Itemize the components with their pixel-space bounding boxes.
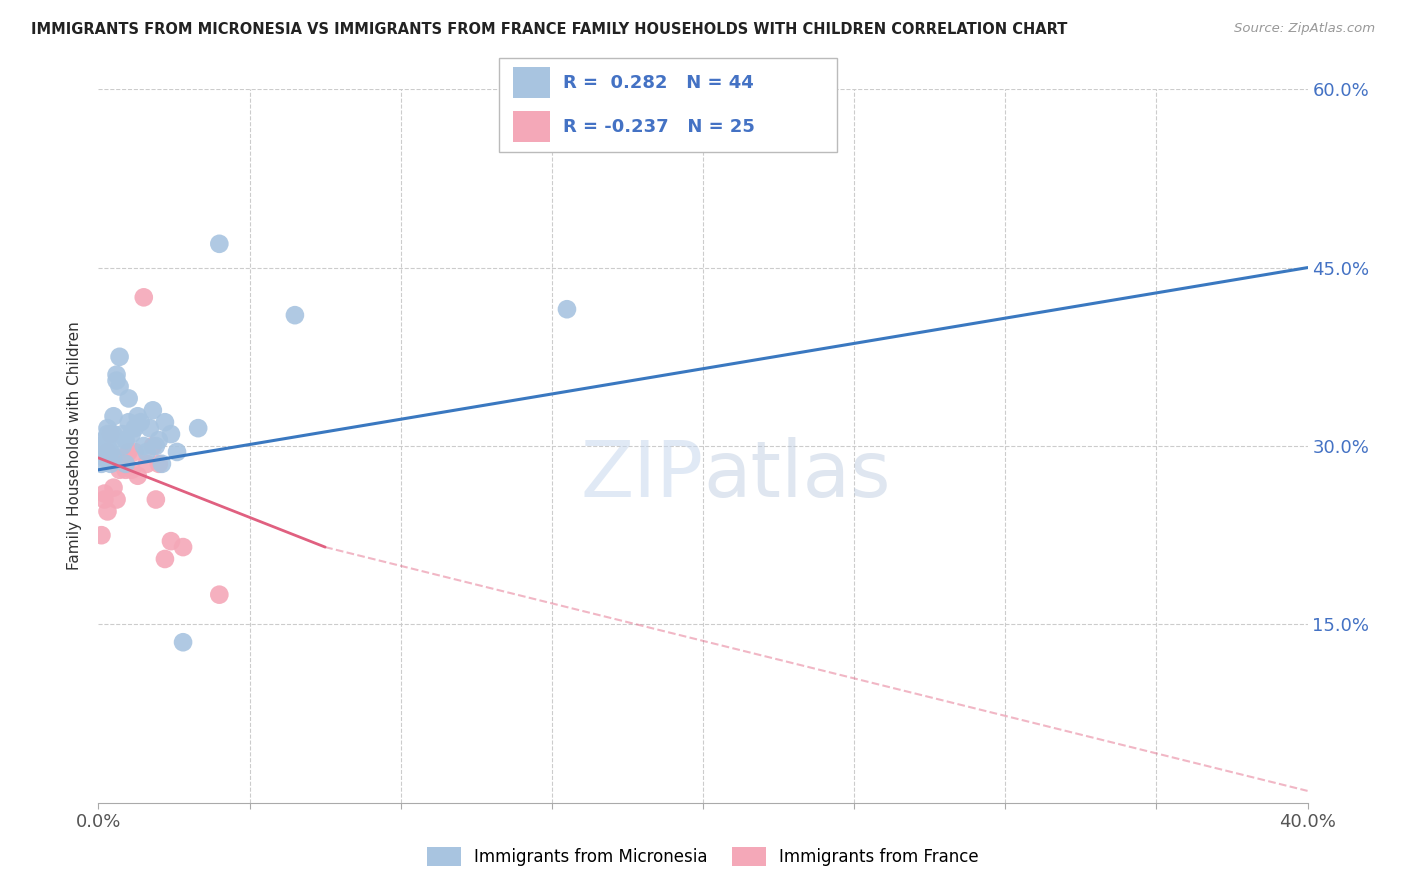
Point	[121, 463, 143, 477]
Point	[103, 409, 125, 424]
Point	[96, 445, 118, 459]
Text: R =  0.282   N = 44: R = 0.282 N = 44	[564, 74, 754, 92]
Point	[555, 302, 578, 317]
Point	[166, 445, 188, 459]
Point	[93, 450, 115, 465]
Point	[160, 427, 183, 442]
Text: Source: ZipAtlas.com: Source: ZipAtlas.com	[1234, 22, 1375, 36]
Point	[111, 439, 134, 453]
Point	[145, 439, 167, 453]
FancyBboxPatch shape	[499, 58, 837, 152]
Point	[153, 415, 176, 429]
Point	[96, 421, 118, 435]
Text: ZIP: ZIP	[581, 436, 703, 513]
Point	[172, 635, 194, 649]
Text: IMMIGRANTS FROM MICRONESIA VS IMMIGRANTS FROM FRANCE FAMILY HOUSEHOLDS WITH CHIL: IMMIGRANTS FROM MICRONESIA VS IMMIGRANTS…	[31, 22, 1067, 37]
Point	[118, 392, 141, 406]
Point	[114, 433, 136, 447]
Point	[93, 445, 115, 459]
Point	[108, 463, 131, 477]
Point	[208, 588, 231, 602]
Point	[100, 457, 122, 471]
Point	[103, 427, 125, 442]
Point	[93, 433, 115, 447]
Point	[187, 421, 209, 435]
Point	[145, 492, 167, 507]
Point	[105, 368, 128, 382]
Point	[100, 427, 122, 442]
Point	[153, 552, 176, 566]
Point	[132, 439, 155, 453]
Point	[105, 374, 128, 388]
Point	[108, 379, 131, 393]
Legend: Immigrants from Micronesia, Immigrants from France: Immigrants from Micronesia, Immigrants f…	[420, 840, 986, 873]
Point	[111, 457, 134, 471]
Point	[208, 236, 231, 251]
Point	[129, 415, 152, 429]
Bar	[513, 112, 550, 142]
Point	[139, 421, 162, 435]
Point	[90, 528, 112, 542]
Point	[100, 445, 122, 459]
Point	[90, 457, 112, 471]
Point	[142, 439, 165, 453]
Point	[148, 457, 170, 471]
Point	[114, 463, 136, 477]
Text: atlas: atlas	[703, 436, 890, 513]
Point	[142, 403, 165, 417]
Point	[118, 445, 141, 459]
Point	[90, 445, 112, 459]
Point	[127, 468, 149, 483]
Point	[105, 492, 128, 507]
Point	[150, 457, 173, 471]
Point	[127, 409, 149, 424]
Point	[121, 427, 143, 442]
Text: R = -0.237   N = 25: R = -0.237 N = 25	[564, 118, 755, 136]
Point	[108, 350, 131, 364]
Point	[135, 445, 157, 459]
Point	[172, 540, 194, 554]
Bar	[513, 68, 550, 98]
Point	[96, 427, 118, 442]
Point	[100, 427, 122, 442]
Point	[111, 427, 134, 442]
Point	[118, 415, 141, 429]
Point	[105, 450, 128, 465]
Point	[96, 439, 118, 453]
Point	[124, 445, 146, 459]
Point	[90, 439, 112, 453]
Point	[114, 457, 136, 471]
Y-axis label: Family Households with Children: Family Households with Children	[67, 322, 83, 570]
Point	[93, 486, 115, 500]
Point	[284, 308, 307, 322]
Point	[148, 433, 170, 447]
Point	[132, 290, 155, 304]
Point	[103, 481, 125, 495]
Point	[160, 534, 183, 549]
Point	[124, 421, 146, 435]
Point	[135, 457, 157, 471]
Point	[96, 504, 118, 518]
Point	[103, 450, 125, 465]
Point	[93, 492, 115, 507]
